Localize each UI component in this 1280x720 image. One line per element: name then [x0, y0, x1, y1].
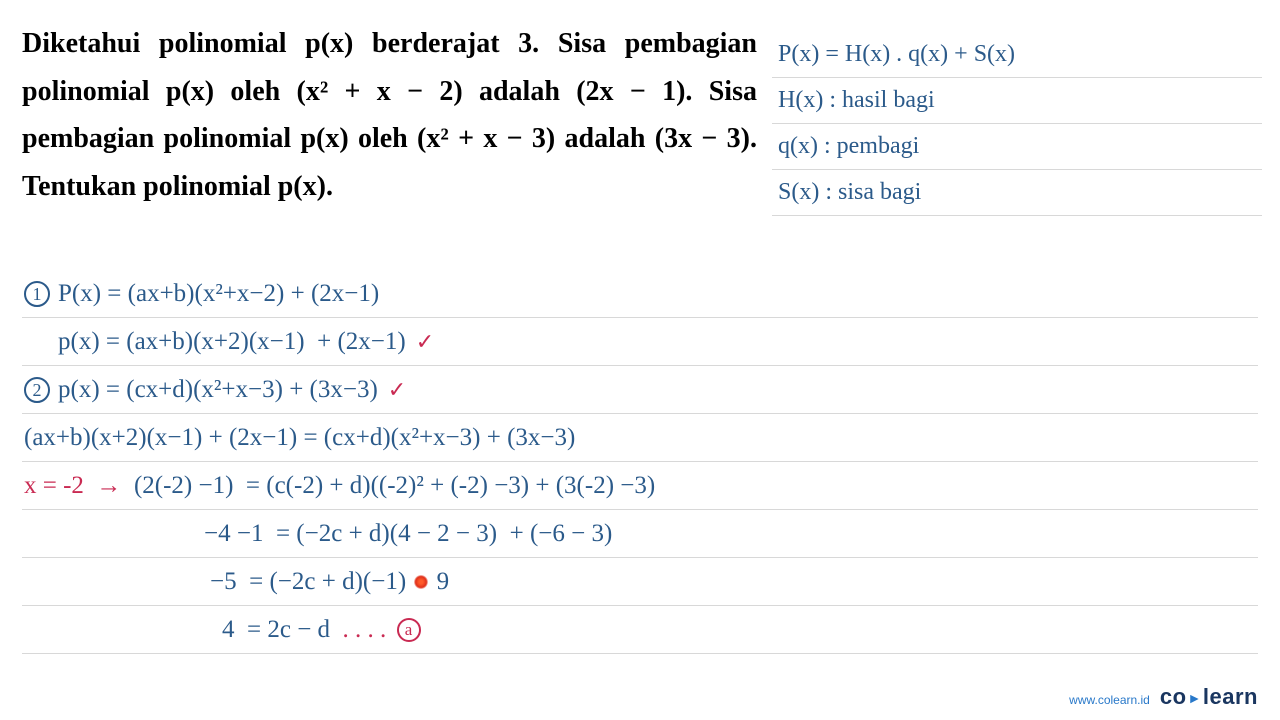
laser-pointer-icon [414, 575, 428, 589]
work-text: p(x) = (ax+b)(x+2)(x−1) + (2x−1) [58, 328, 406, 356]
work-line: 4 = 2c − d . . . . a [22, 606, 1258, 654]
work-line: 1 P(x) = (ax+b)(x²+x−2) + (2x−1) [22, 270, 1258, 318]
work-text: p(x) = (cx+d)(x²+x−3) + (3x−3) [58, 376, 378, 404]
work-text: (ax+b)(x+2)(x−1) + (2x−1) = (cx+d)(x²+x−… [24, 424, 575, 452]
side-text: q(x) : pembagi [778, 133, 919, 160]
brand-learn: learn [1203, 684, 1258, 709]
work-text: P(x) = (ax+b)(x²+x−2) + (2x−1) [58, 280, 379, 308]
side-line: q(x) : pembagi [772, 124, 1262, 170]
work-line: −5 = (−2c + d)(−1) 9 [22, 558, 1258, 606]
substitution-text: x = -2 → [24, 472, 121, 500]
worked-solution: 1 P(x) = (ax+b)(x²+x−2) + (2x−1) p(x) = … [22, 270, 1258, 654]
side-line: H(x) : hasil bagi [772, 78, 1262, 124]
side-note-panel: P(x) = H(x) . q(x) + S(x) H(x) : hasil b… [772, 32, 1262, 216]
equation-label-circle: a [397, 618, 421, 642]
footer-url: www.colearn.id [1069, 693, 1150, 707]
check-icon: ✓ [388, 377, 406, 403]
dots-text: . . . . [336, 616, 392, 644]
work-line: p(x) = (ax+b)(x+2)(x−1) + (2x−1) ✓ [22, 318, 1258, 366]
brand-co: co [1160, 684, 1187, 709]
brand-separator-icon: ► [1188, 690, 1202, 706]
work-text: 9 [430, 568, 449, 596]
work-line: −4 −1 = (−2c + d)(4 − 2 − 3) + (−6 − 3) [22, 510, 1258, 558]
footer: www.colearn.id co►learn [1069, 684, 1258, 710]
side-text: H(x) : hasil bagi [778, 87, 935, 114]
side-text: S(x) : sisa bagi [778, 179, 921, 206]
side-line: S(x) : sisa bagi [772, 170, 1262, 216]
problem-statement: Diketahui polinomial p(x) berderajat 3. … [22, 20, 757, 210]
work-text: (2(-2) −1) = (c(-2) + d)((-2)² + (-2) −3… [134, 472, 655, 500]
brand-logo: co►learn [1160, 684, 1258, 710]
side-text: P(x) = H(x) . q(x) + S(x) [778, 41, 1015, 68]
work-line: (ax+b)(x+2)(x−1) + (2x−1) = (cx+d)(x²+x−… [22, 414, 1258, 462]
work-line: x = -2 → (2(-2) −1) = (c(-2) + d)((-2)² … [22, 462, 1258, 510]
work-text: 4 = 2c − d [222, 616, 336, 644]
work-text: −4 −1 = (−2c + d)(4 − 2 − 3) + (−6 − 3) [204, 520, 612, 548]
step-number-circle: 1 [24, 281, 50, 307]
work-line: 2 p(x) = (cx+d)(x²+x−3) + (3x−3) ✓ [22, 366, 1258, 414]
check-icon: ✓ [416, 329, 434, 355]
work-text: −5 = (−2c + d)(−1) [210, 568, 412, 596]
step-number-circle: 2 [24, 377, 50, 403]
problem-text: Diketahui polinomial p(x) berderajat 3. … [22, 28, 757, 202]
side-line: P(x) = H(x) . q(x) + S(x) [772, 32, 1262, 78]
